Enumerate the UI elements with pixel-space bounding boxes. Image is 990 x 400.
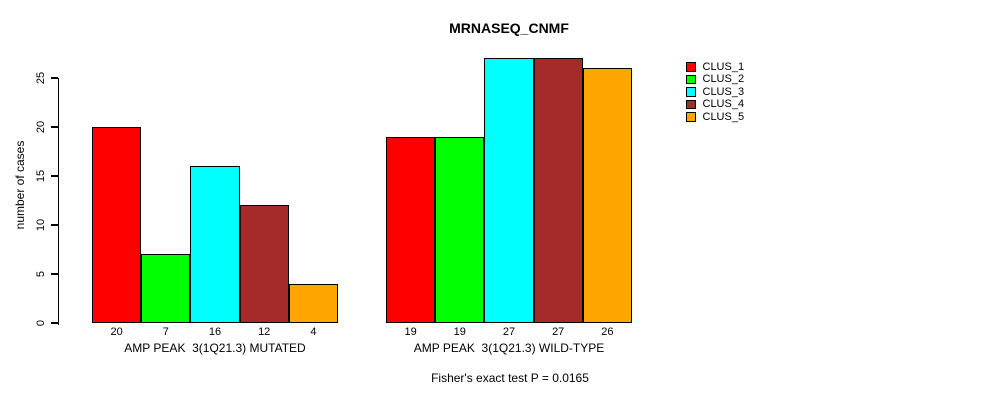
legend-label: CLUS_5 — [702, 110, 745, 123]
bar-clus_4-group2 — [533, 58, 583, 323]
legend-label: CLUS_4 — [702, 98, 745, 111]
bar-value-label: 27 — [502, 326, 516, 338]
y-tick-label: 25 — [35, 71, 47, 85]
bar-clus_1-group1 — [92, 127, 142, 323]
bar-value-label: 19 — [404, 326, 417, 338]
legend-swatch-clus_4 — [686, 99, 696, 110]
y-tick — [50, 126, 58, 128]
legend-item-clus_3: CLUS_3 — [686, 86, 744, 98]
bar-clus_5-group2 — [582, 68, 632, 323]
legend-label: CLUS_2 — [702, 73, 745, 86]
bar-value-label: 4 — [310, 326, 317, 338]
y-tick — [50, 322, 58, 324]
legend-swatch-clus_5 — [686, 112, 696, 122]
bar-value-label: 26 — [601, 326, 614, 338]
legend-item-clus_2: CLUS_2 — [686, 73, 744, 85]
legend-swatch-clus_2 — [686, 74, 696, 85]
bar-clus_3-group2 — [484, 58, 534, 323]
bar-clus_3-group1 — [190, 166, 240, 323]
bar-clus_5-group1 — [288, 283, 338, 323]
y-tick-label: 0 — [35, 319, 47, 327]
legend-swatch-clus_3 — [686, 87, 696, 97]
y-tick-label: 20 — [35, 120, 47, 134]
bar-value-label: 12 — [258, 326, 271, 338]
bar-value-label: 7 — [162, 326, 169, 338]
y-tick — [50, 77, 58, 79]
legend: CLUS_1 CLUS_2 CLUS_3 CLUS_4 CLUS_5 — [686, 61, 744, 123]
legend-item-clus_4: CLUS_4 — [686, 98, 744, 110]
y-tick-label: 10 — [35, 218, 47, 232]
legend-label: CLUS_3 — [702, 85, 745, 98]
bar-clus_4-group1 — [239, 205, 289, 323]
y-tick-label: 15 — [35, 169, 47, 183]
legend-item-clus_5: CLUS_5 — [686, 111, 744, 123]
y-tick — [50, 175, 58, 177]
bar-value-label: 16 — [208, 326, 222, 338]
bar-clus_2-group1 — [141, 254, 191, 323]
y-tick-label: 5 — [35, 270, 47, 278]
bar-clus_2-group2 — [435, 136, 485, 323]
legend-label: CLUS_1 — [702, 61, 745, 73]
bar-clus_1-group2 — [386, 136, 436, 323]
y-axis-line — [57, 78, 59, 325]
bar-value-label: 20 — [110, 326, 123, 338]
chart-title: MRNASEQ_CNMF — [449, 20, 569, 36]
y-axis-label: number of cases — [13, 140, 27, 230]
legend-item-clus_1: CLUS_1 — [686, 61, 744, 73]
legend-swatch-clus_1 — [686, 62, 696, 72]
fisher-test-annotation: Fisher's exact test P = 0.0165 — [431, 371, 589, 385]
y-tick — [50, 273, 58, 275]
group-label: AMP PEAK 3(1Q21.3) MUTATED — [124, 341, 306, 355]
y-tick — [50, 224, 58, 226]
bar-value-label: 27 — [552, 326, 565, 338]
group-label: AMP PEAK 3(1Q21.3) WILD-TYPE — [413, 341, 605, 355]
bar-value-label: 19 — [453, 326, 466, 338]
